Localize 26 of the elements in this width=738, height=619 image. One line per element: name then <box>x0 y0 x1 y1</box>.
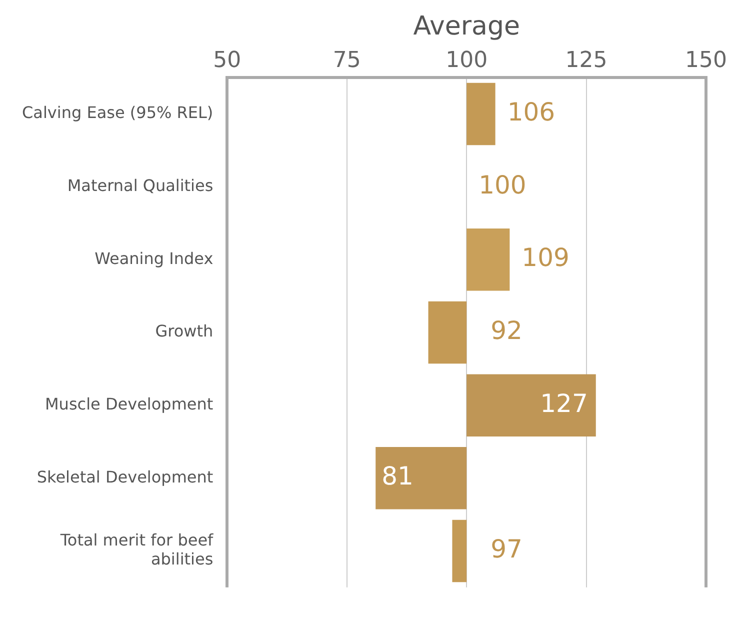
x-tick-label: 125 <box>565 48 608 74</box>
x-tick-label: 150 <box>685 48 728 74</box>
bar <box>466 82 496 146</box>
y-tick-label: Skeletal Development <box>36 467 214 486</box>
data-label: 97 <box>490 534 522 564</box>
y-tick-label: Growth <box>155 322 214 341</box>
y-tick-label: Weaning Index <box>94 248 214 268</box>
x-tick-label: 50 <box>213 48 242 74</box>
y-tick-label: Maternal Qualities <box>67 176 214 195</box>
x-axis-title: Average <box>413 11 520 42</box>
data-label: 127 <box>540 388 588 418</box>
data-label: 109 <box>522 243 570 272</box>
x-tick-label: 100 <box>446 48 488 74</box>
data-label: 81 <box>382 462 414 491</box>
data-label: 92 <box>490 316 522 345</box>
y-tick-label: Calving Ease (95% REL) <box>22 103 214 122</box>
y-tick-label: Muscle Development <box>45 394 214 414</box>
y-tick-label: Total merit for beef abilities <box>59 530 214 569</box>
bar <box>452 520 467 582</box>
text: 100 <box>478 170 526 200</box>
data-label: 106 <box>507 98 556 127</box>
x-tick-label: 75 <box>332 48 361 74</box>
bar <box>376 447 467 510</box>
bar <box>466 228 510 291</box>
bar <box>428 301 467 364</box>
bar <box>466 374 596 436</box>
